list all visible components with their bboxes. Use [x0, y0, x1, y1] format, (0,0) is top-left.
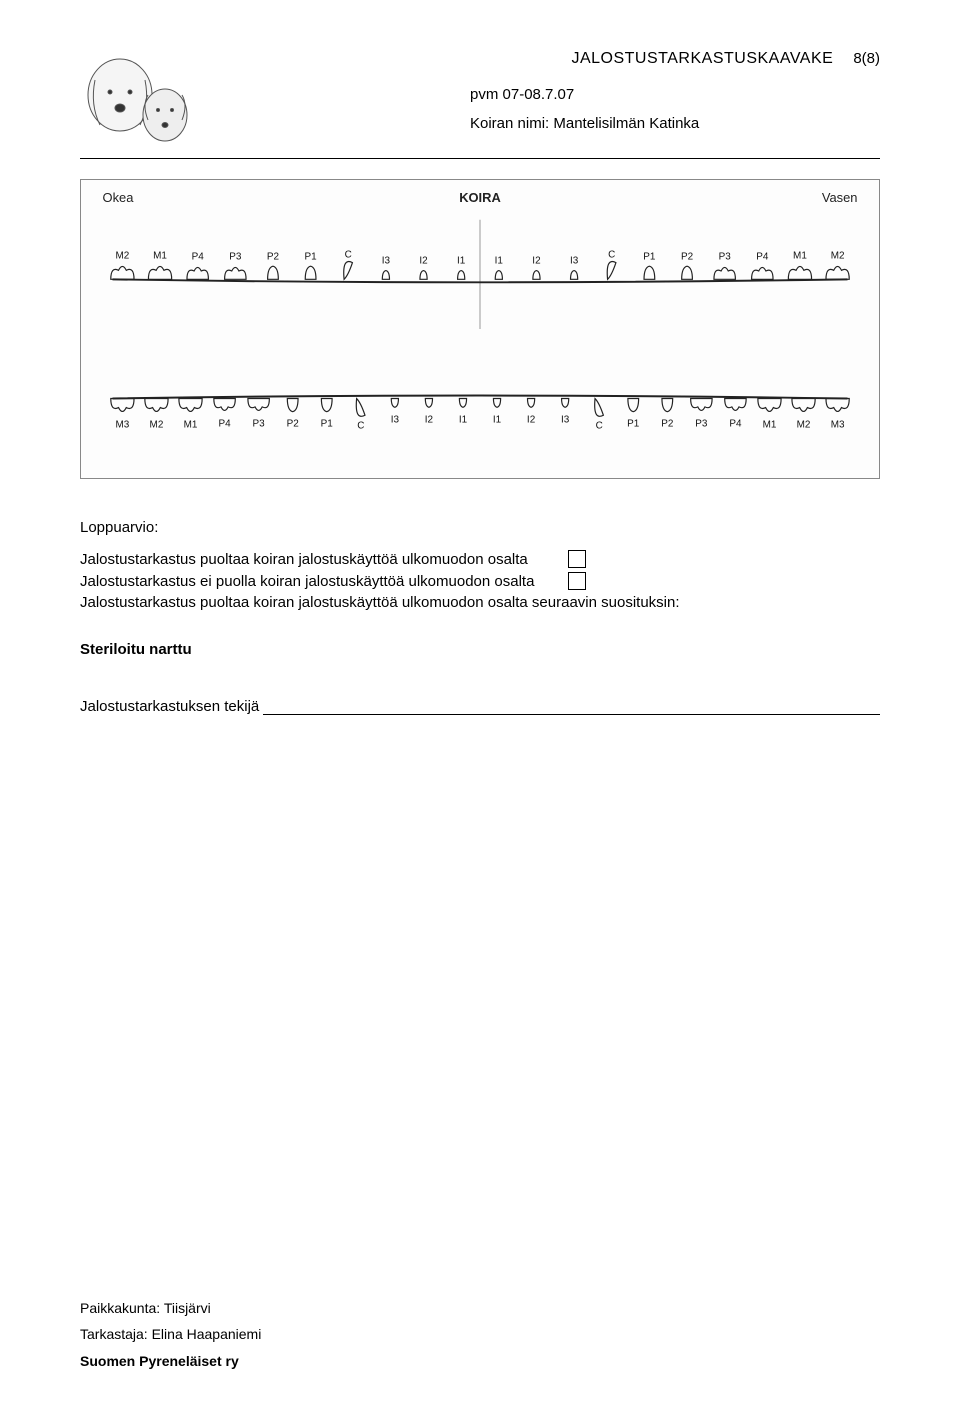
- assessment-section: Loppuarvio: Jalostustarkastus puoltaa ko…: [80, 519, 880, 611]
- sterilized-note: Steriloitu narttu: [80, 641, 880, 658]
- svg-text:I2: I2: [532, 255, 541, 266]
- name-label: Koiran nimi:: [470, 115, 549, 132]
- svg-text:I1: I1: [495, 255, 504, 266]
- svg-text:I1: I1: [457, 255, 466, 266]
- svg-text:M1: M1: [184, 419, 198, 430]
- svg-text:P4: P4: [219, 418, 232, 429]
- assessment-heading: Loppuarvio:: [80, 519, 880, 536]
- examiner-label: Tarkastaja:: [80, 1326, 148, 1342]
- place-label: Paikkakunta:: [80, 1300, 160, 1316]
- option-1-checkbox[interactable]: [568, 550, 586, 568]
- option-1-text: Jalostustarkastus puoltaa koiran jalostu…: [80, 551, 560, 568]
- svg-text:M1: M1: [793, 250, 807, 261]
- svg-text:I1: I1: [493, 414, 502, 425]
- svg-text:M2: M2: [831, 250, 845, 261]
- svg-text:M3: M3: [116, 419, 130, 430]
- option-row-3: Jalostustarkastus puoltaa koiran jalostu…: [80, 594, 880, 611]
- svg-text:C: C: [596, 420, 603, 431]
- examiner-value: Elina Haapaniemi: [152, 1326, 262, 1342]
- option-2-checkbox[interactable]: [568, 572, 586, 590]
- footer: Paikkakunta: Tiisjärvi Tarkastaja: Elina…: [80, 1296, 261, 1374]
- name-value: Mantelisilmän Katinka: [553, 115, 699, 132]
- svg-text:P3: P3: [229, 251, 242, 262]
- place-line: Paikkakunta: Tiisjärvi: [80, 1296, 261, 1321]
- signer-line[interactable]: [263, 701, 880, 715]
- option-row-1: Jalostustarkastus puoltaa koiran jalostu…: [80, 550, 880, 568]
- svg-text:M2: M2: [116, 250, 130, 261]
- signer-label: Jalostustarkastuksen tekijä: [80, 698, 259, 715]
- examiner-line: Tarkastaja: Elina Haapaniemi: [80, 1322, 261, 1347]
- org-name: Suomen Pyreneläiset ry: [80, 1349, 261, 1374]
- svg-text:M3: M3: [831, 419, 845, 430]
- header: JALOSTUSTARKASTUSKAAVAKE 8(8) pvm 07-08.…: [80, 50, 880, 159]
- place-value: Tiisjärvi: [164, 1300, 211, 1316]
- svg-text:P1: P1: [643, 251, 656, 262]
- svg-text:P2: P2: [681, 251, 694, 262]
- meta-block: pvm 07-08.7.07 Koiran nimi: Mantelisilmä…: [470, 86, 880, 144]
- svg-text:P4: P4: [729, 418, 742, 429]
- svg-text:P2: P2: [287, 418, 300, 429]
- form-title: JALOSTUSTARKASTUSKAAVAKE: [571, 50, 833, 68]
- svg-text:C: C: [345, 249, 352, 260]
- svg-text:M1: M1: [153, 250, 167, 261]
- svg-text:I3: I3: [561, 414, 570, 425]
- svg-text:M1: M1: [763, 419, 777, 430]
- svg-text:C: C: [357, 420, 364, 431]
- svg-text:P3: P3: [253, 418, 266, 429]
- svg-text:C: C: [608, 249, 615, 260]
- svg-text:P3: P3: [695, 418, 708, 429]
- date-value: 07-08.7.07: [503, 86, 575, 103]
- name-line: Koiran nimi: Mantelisilmän Katinka: [470, 115, 880, 132]
- logo: [80, 50, 200, 150]
- svg-text:P1: P1: [321, 418, 334, 429]
- signer-row: Jalostustarkastuksen tekijä: [80, 698, 880, 715]
- svg-text:I1: I1: [459, 414, 468, 425]
- svg-text:P4: P4: [192, 251, 205, 262]
- svg-text:Okea: Okea: [103, 190, 135, 205]
- svg-text:P1: P1: [627, 418, 640, 429]
- svg-text:I3: I3: [570, 255, 579, 266]
- svg-text:I2: I2: [527, 414, 536, 425]
- option-2-text: Jalostustarkastus ei puolla koiran jalos…: [80, 573, 560, 590]
- date-line: pvm 07-08.7.07: [470, 86, 880, 103]
- svg-text:P1: P1: [305, 251, 318, 262]
- svg-text:I3: I3: [391, 414, 400, 425]
- svg-text:M2: M2: [150, 419, 164, 430]
- option-3-text: Jalostustarkastus puoltaa koiran jalostu…: [80, 594, 680, 611]
- date-label: pvm: [470, 86, 498, 103]
- svg-text:P2: P2: [661, 418, 674, 429]
- svg-text:P3: P3: [719, 251, 732, 262]
- svg-text:I3: I3: [382, 255, 391, 266]
- svg-text:KOIRA: KOIRA: [459, 190, 501, 205]
- dental-diagram: Okea KOIRA Vasen M2 M1 P4 P3 P2 P1 C I3 I2 I1 I1 I2 I3 C…: [80, 179, 880, 479]
- svg-text:I2: I2: [419, 255, 428, 266]
- svg-text:P2: P2: [267, 251, 280, 262]
- title-row: JALOSTUSTARKASTUSKAAVAKE 8(8): [210, 50, 880, 68]
- svg-text:P4: P4: [756, 251, 769, 262]
- svg-text:M2: M2: [797, 419, 811, 430]
- svg-text:Vasen: Vasen: [822, 190, 858, 205]
- svg-text:I2: I2: [425, 414, 434, 425]
- page-number: 8(8): [853, 50, 880, 67]
- header-text: JALOSTUSTARKASTUSKAAVAKE 8(8) pvm 07-08.…: [200, 50, 880, 144]
- option-row-2: Jalostustarkastus ei puolla koiran jalos…: [80, 572, 880, 590]
